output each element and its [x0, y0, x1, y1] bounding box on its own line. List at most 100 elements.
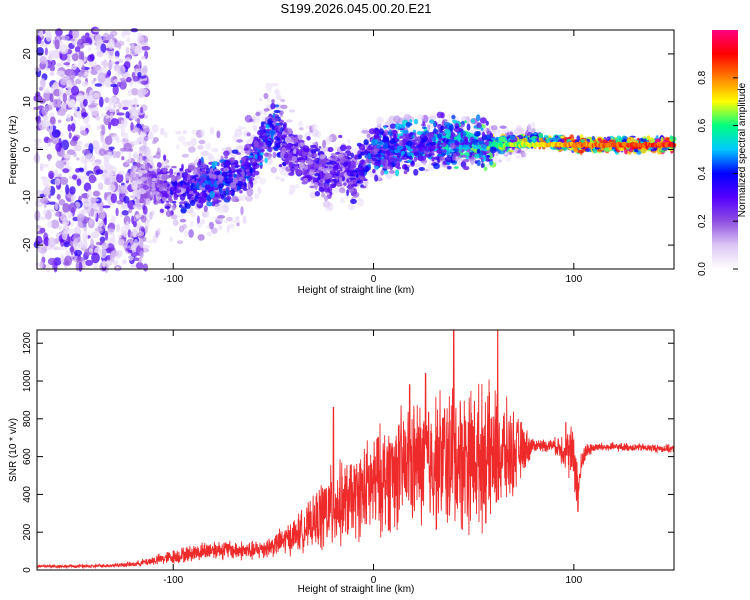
spectrogram-blob — [259, 152, 264, 156]
spectrogram-blob — [322, 139, 327, 149]
spectrogram-blob — [125, 221, 130, 230]
spectrogram-blob — [70, 245, 74, 256]
spectrogram-blob — [85, 154, 90, 160]
spectrogram-blob — [123, 61, 131, 70]
spectrogram-blob — [163, 182, 168, 189]
spectrogram-blob — [54, 169, 58, 177]
spectrogram-blob — [67, 96, 71, 106]
spectrogram-blob — [115, 104, 123, 108]
spectrogram-blob — [418, 167, 425, 171]
spectrogram-blob — [111, 215, 116, 224]
spectrogram-blob — [165, 200, 170, 203]
spectrogram-blob — [325, 179, 332, 184]
spectrogram-blob — [413, 156, 418, 163]
spectrogram-blob — [34, 138, 42, 144]
spectrogram-blob — [123, 142, 132, 152]
spectrogram-blob — [107, 61, 113, 69]
spectrogram-blob — [176, 240, 184, 245]
spectrogram-blob — [240, 192, 247, 202]
spectrogram-blob — [367, 146, 374, 151]
spectrogram-blob — [293, 149, 297, 154]
spectrogram-blob — [100, 43, 107, 54]
spectrogram-blob — [466, 123, 471, 131]
spectrogram-blob — [82, 239, 88, 250]
spectrogram-blob — [125, 111, 130, 119]
spectrogram-blob — [43, 236, 50, 247]
spectrogram-blob — [350, 164, 356, 171]
spectrogram-blob — [190, 184, 194, 190]
spectrogram-blob — [99, 96, 104, 108]
spectrogram-blob — [184, 182, 191, 186]
spectrogram-blob — [248, 155, 254, 158]
spectrogram-blob — [43, 88, 51, 94]
spectrogram-blob — [264, 157, 268, 164]
spectrogram-blob — [67, 124, 72, 132]
spectrogram-blob — [257, 144, 262, 151]
spectrogram-blob — [54, 212, 60, 217]
spectrogram-blob — [57, 119, 62, 124]
spectrogram-blob — [81, 81, 89, 87]
spectrogram-blob — [134, 204, 142, 207]
spectrogram-blob — [92, 261, 98, 270]
spectrogram-blob — [576, 135, 580, 143]
spectrogram-blob — [318, 146, 322, 149]
spectrogram-blob — [143, 135, 149, 142]
spectrogram-blob — [306, 136, 311, 141]
spectrogram-blob — [70, 123, 76, 132]
spectrogram-blob — [88, 152, 93, 162]
spectrogram-blob — [43, 91, 52, 102]
spectrogram-blob — [427, 132, 435, 139]
spectrogram-blob — [433, 122, 437, 127]
spectrogram-blob — [288, 161, 294, 169]
spectrogram-blob — [374, 161, 382, 167]
spectrogram-blob — [217, 225, 223, 230]
spectrogram-blob — [336, 160, 342, 163]
spectrogram-blob — [257, 129, 264, 136]
spectrogram-blob — [115, 61, 120, 65]
spectrogram-blob — [289, 184, 296, 193]
spectrogram-blob — [324, 195, 329, 202]
spectrogram-blob — [80, 129, 88, 136]
spectrogram-blob — [313, 181, 319, 189]
spectrogram-blob — [447, 113, 451, 120]
spectrogram-blob — [243, 148, 249, 151]
spectrogram-blob — [444, 128, 451, 135]
spectrogram-blob — [206, 231, 212, 237]
spectrogram-blob — [252, 124, 258, 132]
spectrogram-blob — [436, 149, 440, 154]
spectrogram-blob — [499, 125, 507, 129]
spectrogram-blob — [483, 166, 488, 171]
spectrogram-blob — [135, 262, 144, 270]
spectrogram-blob — [49, 123, 54, 133]
spectrogram-blob — [71, 85, 79, 96]
spectrogram-blob — [187, 194, 194, 197]
spectrogram-blob — [335, 182, 343, 187]
spectrogram-blob — [118, 170, 125, 175]
spectrogram-blob — [122, 259, 127, 265]
spectrogram-blob — [236, 222, 240, 227]
spectrogram-blob — [463, 166, 470, 171]
spectrogram-blob — [91, 162, 100, 167]
spectrogram-blob — [147, 150, 152, 158]
spectrogram-blob — [214, 170, 221, 175]
spectrogram-blob — [39, 56, 47, 65]
spectrogram-blob — [173, 172, 177, 175]
spectrogram-blob — [153, 196, 157, 204]
spectrogram-blob — [455, 129, 459, 132]
spectrogram-blob — [421, 137, 428, 143]
spectrogram-blob — [177, 135, 186, 143]
spectrogram-blob — [107, 151, 113, 159]
spectrogram-blob — [177, 214, 184, 218]
spectrogram-blob — [314, 173, 320, 177]
spectrogram-blob — [178, 201, 186, 205]
spectrogram-blob — [62, 217, 70, 227]
spectrogram-blob — [115, 56, 119, 60]
spectrogram-blob — [57, 97, 62, 109]
spectrogram-blob — [81, 64, 85, 75]
spectrogram-blob — [201, 210, 209, 218]
spectrogram-blob — [265, 124, 270, 129]
spectrogram-blob — [259, 126, 265, 130]
spectrogram-blob — [261, 135, 269, 141]
spectrogram-blob — [543, 135, 549, 138]
spectrogram-blob — [520, 129, 525, 135]
